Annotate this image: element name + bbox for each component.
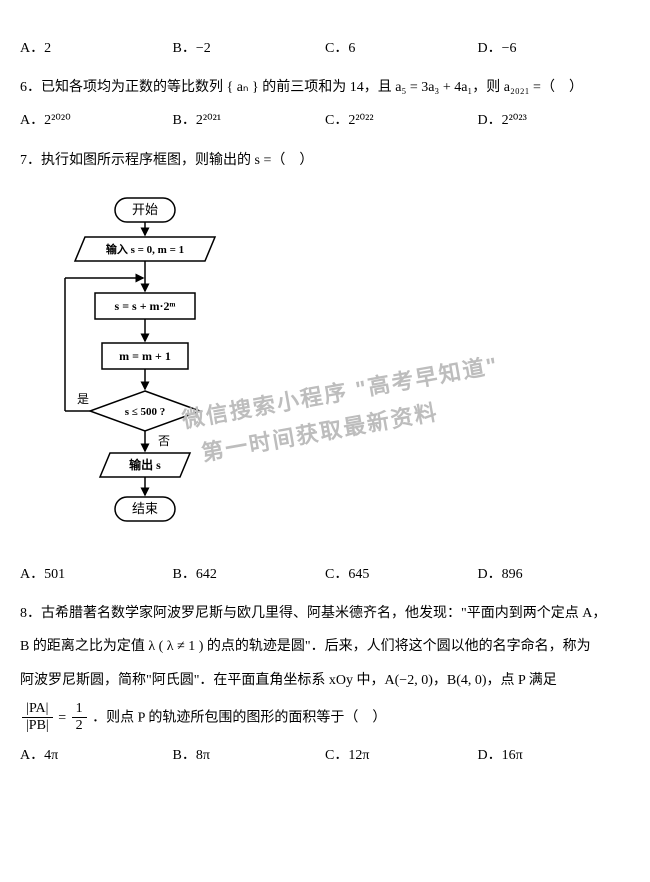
opt-c: C．645 — [325, 562, 478, 587]
q8-line2: B 的距离之比为定值 λ ( λ ≠ 1 ) 的点的轨迹是圆"．后来，人们将这个… — [20, 634, 630, 659]
opt-b: B．2²⁰²¹ — [173, 108, 326, 133]
opt-d: D．896 — [478, 562, 631, 587]
flow-step2: m = m + 1 — [119, 349, 171, 363]
opt-b: B．8π — [173, 743, 326, 768]
q5-options: A．2 B．−2 C．6 D．−6 — [20, 36, 630, 61]
flow-yes: 是 — [77, 392, 89, 406]
opt-c: C．6 — [325, 36, 478, 61]
q6-options: A．2²⁰²⁰ B．2²⁰²¹ C．2²⁰²² D．2²⁰²³ — [20, 108, 630, 133]
q7-options: A．501 B．642 C．645 D．896 — [20, 562, 630, 587]
q8-options: A．4π B．8π C．12π D．16π — [20, 743, 630, 768]
frac-pa-pb: |PA| |PB| — [22, 701, 53, 736]
eq-den: 2 — [72, 718, 87, 735]
opt-a: A．2 — [20, 36, 173, 61]
q8-line3: 阿波罗尼斯圆，简称"阿氏圆"．在平面直角坐标系 xOy 中，A(−2, 0)，B… — [20, 668, 630, 693]
eq-sign: = — [58, 710, 69, 725]
frac-den: |PB| — [22, 718, 53, 735]
flow-input: 输入 s = 0, m = 1 — [106, 242, 184, 256]
q6-text: 6．已知各项均为正数的等比数列 { aₙ } 的前三项和为 14，且 a₅ = … — [20, 75, 630, 100]
opt-c: C．12π — [325, 743, 478, 768]
opt-d: D．16π — [478, 743, 631, 768]
flow-output: 输出 s — [129, 457, 161, 472]
opt-d: D．−6 — [478, 36, 631, 61]
opt-a: A．2²⁰²⁰ — [20, 108, 173, 133]
flow-end: 结束 — [132, 501, 158, 516]
flow-step1: s = s + m·2ᵐ — [115, 299, 176, 313]
q7-text: 7．执行如图所示程序框图，则输出的 s =（ ） — [20, 148, 630, 173]
flowchart: 开始 输入 s = 0, m = 1 s = s + m·2ᵐ m = m + … — [50, 193, 250, 542]
flow-start: 开始 — [132, 202, 158, 217]
flow-no: 否 — [158, 434, 170, 448]
opt-a: A．501 — [20, 562, 173, 587]
opt-a: A．4π — [20, 743, 173, 768]
opt-b: B．−2 — [173, 36, 326, 61]
q8-line1: 8．古希腊著名数学家阿波罗尼斯与欧几里得、阿基米德齐名，他发现："平面内到两个定… — [20, 601, 630, 626]
flow-cond: s ≤ 500 ? — [125, 406, 166, 418]
opt-b: B．642 — [173, 562, 326, 587]
opt-d: D．2²⁰²³ — [478, 108, 631, 133]
frac-half: 1 2 — [72, 701, 87, 736]
eq-num: 1 — [72, 701, 87, 719]
q8-tail: ．则点 P 的轨迹所包围的图形的面积等于（ ） — [92, 710, 386, 725]
q8-line4: |PA| |PB| = 1 2 ．则点 P 的轨迹所包围的图形的面积等于（ ） — [20, 701, 630, 736]
frac-num: |PA| — [22, 701, 53, 719]
opt-c: C．2²⁰²² — [325, 108, 478, 133]
